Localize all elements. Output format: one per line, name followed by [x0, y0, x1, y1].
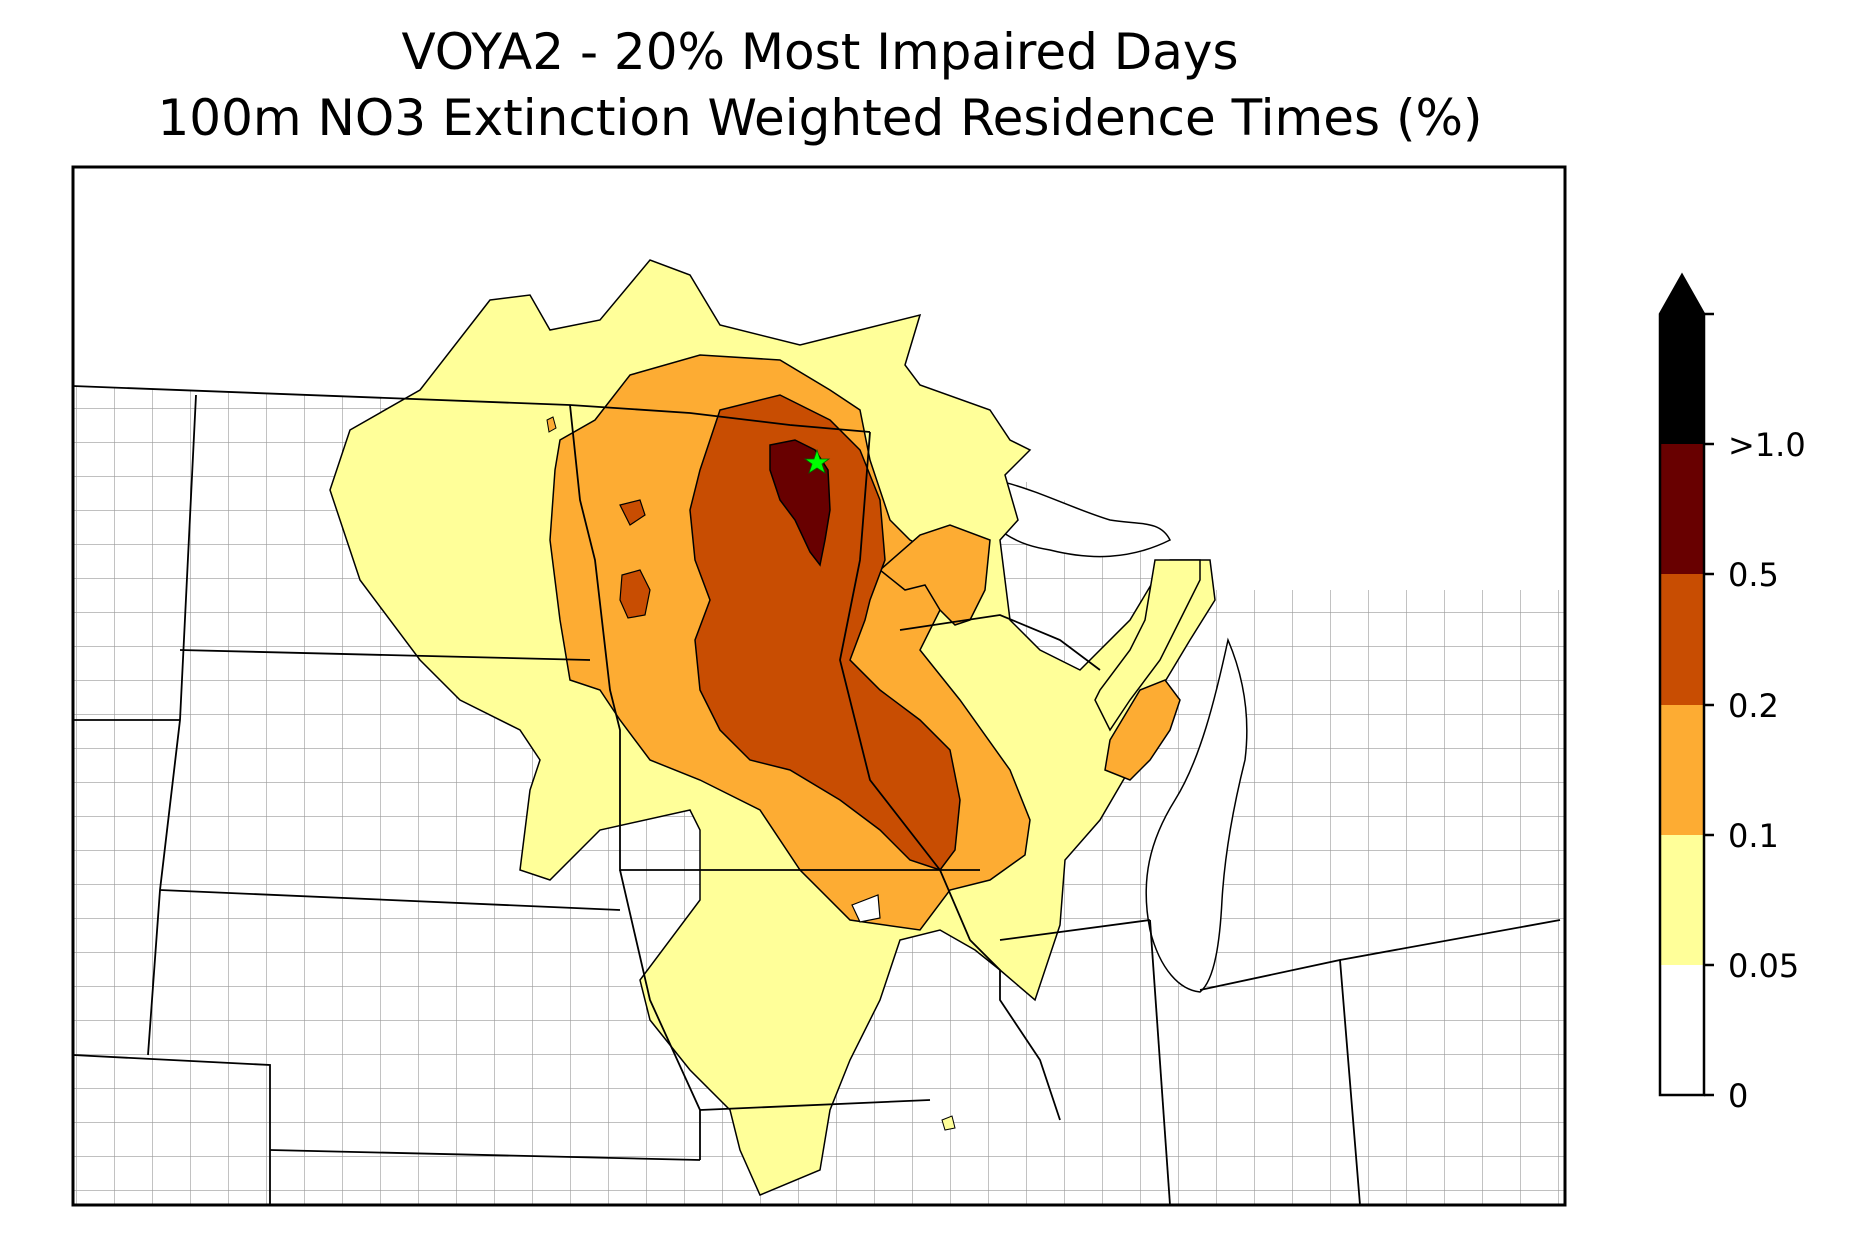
map-frame [71, 165, 1567, 1207]
colorbar-extend-arrow [1660, 275, 1704, 314]
contour-band-02-05-island-a [619, 499, 646, 526]
colorbar-tick-label: 0.2 [1728, 687, 1779, 725]
contour-band-01-02-island [546, 416, 557, 433]
colorbar-tick-label: 0.05 [1728, 947, 1799, 985]
star-icon [803, 448, 831, 474]
colorbar-tick-label: >1.0 [1728, 426, 1806, 464]
colorbar-band-2 [1660, 705, 1704, 835]
contour-band-005-01-island [941, 1115, 956, 1131]
colorbar-tick-label: 0 [1728, 1077, 1748, 1115]
colorbar: 0 0.05 0.1 0.2 0.5 >1.0 [1658, 272, 1806, 1115]
contour-band-02-05-island-b [619, 569, 651, 619]
contour-band-02-05 [689, 394, 961, 871]
colorbar-tick-label: 0.5 [1728, 556, 1779, 594]
state-borders [73, 385, 1561, 1205]
contour-band-01-02-east [1104, 679, 1181, 781]
colorbar-band-4 [1660, 444, 1704, 574]
lake-michigan [1145, 637, 1248, 993]
colorbar-band-5 [1660, 314, 1704, 444]
chart-title-line2: 100m NO3 Extinction Weighted Residence T… [157, 89, 1483, 147]
colorbar-band-0 [1660, 965, 1704, 1095]
contour-band-05-10 [769, 439, 831, 567]
contour-band-005-01-east [1094, 559, 1201, 732]
colorbar-band-1 [1660, 835, 1704, 965]
chart-title-line1: VOYA2 - 20% Most Impaired Days [401, 23, 1239, 81]
colorbar-tick-label: 0.1 [1728, 817, 1779, 855]
contour-gap [851, 894, 881, 923]
colorbar-band-3 [1660, 574, 1704, 705]
lake-superior [958, 477, 1172, 558]
